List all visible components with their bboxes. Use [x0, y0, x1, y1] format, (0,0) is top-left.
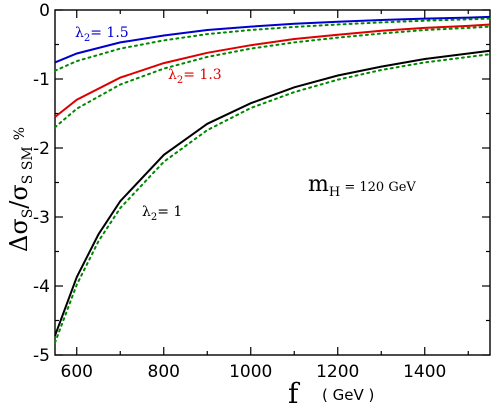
y-tick-label: 0	[39, 1, 50, 21]
y-tick-label: -1	[33, 70, 50, 90]
tick-labels: 600 800 1000 1200 1400 0 -1 -2 -3 -4 -5	[33, 1, 446, 382]
label-lambda-1-3: λ2= 1.3	[168, 67, 222, 86]
y-tick-label: -3	[33, 208, 50, 228]
x-axis-label: f	[288, 377, 301, 409]
series-line-5	[54, 53, 491, 344]
x-tick-label: 600	[61, 362, 93, 382]
mh-annotation: mH = 120 GeV	[308, 172, 416, 200]
series-line-2	[54, 23, 491, 118]
x-tick-label: 1400	[403, 362, 446, 382]
label-lambda-1: λ2= 1	[142, 204, 182, 223]
series-line-4	[54, 49, 491, 337]
series-group	[54, 15, 491, 344]
label-lambda-1-5: λ2= 1.5	[75, 25, 129, 44]
x-tick-label: 800	[148, 362, 180, 382]
series-line-0	[54, 15, 491, 64]
y-tick-label: -4	[33, 277, 50, 297]
plot-frame	[54, 9, 491, 356]
series-line-3	[54, 25, 491, 129]
y-tick-label: -5	[33, 346, 50, 366]
x-tick-label: 1000	[229, 362, 272, 382]
x-axis-unit: ( GeV )	[322, 386, 374, 404]
ticks	[55, 9, 490, 356]
series-line-1	[54, 17, 491, 72]
y-tick-label: -2	[33, 139, 50, 159]
y-axis-label: ΔσS/σS SM%	[5, 127, 36, 252]
x-tick-label: 1200	[316, 362, 359, 382]
